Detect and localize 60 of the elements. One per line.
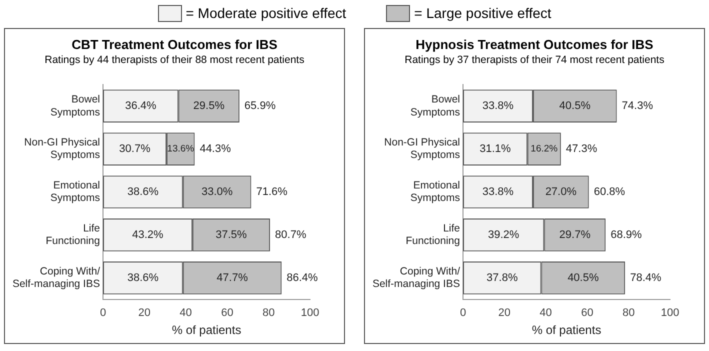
- total-label: 80.7%: [275, 228, 306, 241]
- data-label: 31.1%: [480, 143, 511, 156]
- y-tick-label: Non-GI Physical Symptoms: [24, 136, 100, 162]
- data-label: 13.6%: [167, 144, 195, 155]
- data-label: 29.5%: [193, 100, 225, 112]
- x-tick-label: 100: [660, 307, 680, 320]
- x-tick-label: 60: [581, 307, 594, 320]
- data-label: 33.0%: [201, 186, 233, 198]
- x-tick-label: 0: [460, 307, 466, 320]
- data-label: 16.2%: [530, 144, 558, 155]
- data-label: 37.5%: [216, 228, 248, 241]
- chart-title: CBT Treatment Outcomes for IBS: [70, 37, 278, 52]
- data-label: 43.2%: [132, 228, 164, 241]
- data-label: 37.8%: [486, 272, 518, 284]
- y-tick-label: Bowel Symptoms: [410, 94, 460, 118]
- data-label: 33.8%: [482, 186, 514, 198]
- chart-subtitle: Ratings by 37 therapists of their 74 most recent patients: [404, 54, 666, 66]
- text: = Moderate positive effect: [186, 5, 346, 21]
- total-label: 47.3%: [566, 143, 598, 156]
- legend-label: = Large positive effect: [414, 5, 552, 21]
- data-label: 38.6%: [127, 186, 159, 198]
- data-label: 39.2%: [488, 228, 520, 241]
- x-tick-label: 60: [221, 307, 234, 320]
- data-label: 27.0%: [545, 186, 577, 198]
- x-tick-label: 40: [180, 307, 192, 320]
- total-label: 65.9%: [244, 100, 276, 112]
- x-tick-label: 40: [540, 307, 552, 320]
- y-tick-label: Emotional Symptoms: [50, 180, 100, 204]
- y-tick-label: Coping With/ Self-managing IBS: [372, 266, 460, 290]
- total-label: 86.4%: [286, 272, 318, 284]
- total-label: 71.6%: [256, 186, 288, 198]
- data-label: 40.5%: [568, 272, 599, 284]
- total-label: 78.4%: [630, 272, 662, 284]
- data-label: 38.6%: [127, 272, 159, 284]
- data-label: 36.4%: [125, 100, 156, 112]
- y-tick-label: Bowel Symptoms: [50, 94, 100, 118]
- data-label: 47.7%: [216, 272, 248, 284]
- total-label: 60.8%: [594, 186, 626, 198]
- x-tick-label: 20: [498, 307, 511, 320]
- total-label: 74.3%: [622, 100, 654, 112]
- x-tick-label: 100: [300, 307, 320, 320]
- total-label: 44.3%: [200, 143, 232, 156]
- chart-subtitle: Ratings by 44 therapists of their 88 most recent patients: [44, 54, 306, 66]
- data-label: 30.7%: [119, 143, 151, 156]
- chart-title: Hypnosis Treatment Outcomes for IBS: [414, 37, 654, 52]
- y-tick-label: Life Functioning: [46, 222, 100, 248]
- x-tick-label: 80: [622, 307, 635, 320]
- x-tick-label: 0: [100, 307, 106, 320]
- x-axis-title: % of patients: [172, 323, 242, 338]
- data-label: 29.7%: [559, 228, 591, 241]
- y-tick-label: Emotional Symptoms: [410, 180, 460, 204]
- y-tick-label: Coping With/ Self-managing IBS: [12, 266, 100, 290]
- x-tick-label: 80: [262, 307, 275, 320]
- y-tick-label: Life Functioning: [406, 222, 460, 248]
- total-label: 68.9%: [610, 228, 642, 241]
- y-tick-label: Non-GI Physical Symptoms: [384, 136, 460, 162]
- x-axis-title: % of patients: [532, 323, 602, 338]
- x-tick-label: 20: [138, 307, 151, 320]
- data-label: 40.5%: [559, 100, 591, 112]
- data-label: 33.8%: [482, 100, 514, 112]
